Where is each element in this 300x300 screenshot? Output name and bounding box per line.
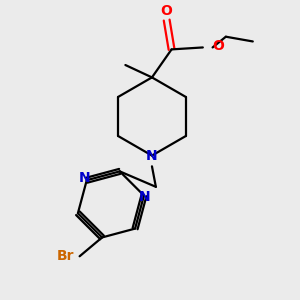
Text: N: N bbox=[139, 190, 151, 203]
Text: O: O bbox=[161, 4, 172, 18]
Text: O: O bbox=[213, 40, 224, 53]
Text: Br: Br bbox=[57, 249, 75, 263]
Text: N: N bbox=[79, 171, 91, 185]
Text: N: N bbox=[146, 148, 158, 163]
